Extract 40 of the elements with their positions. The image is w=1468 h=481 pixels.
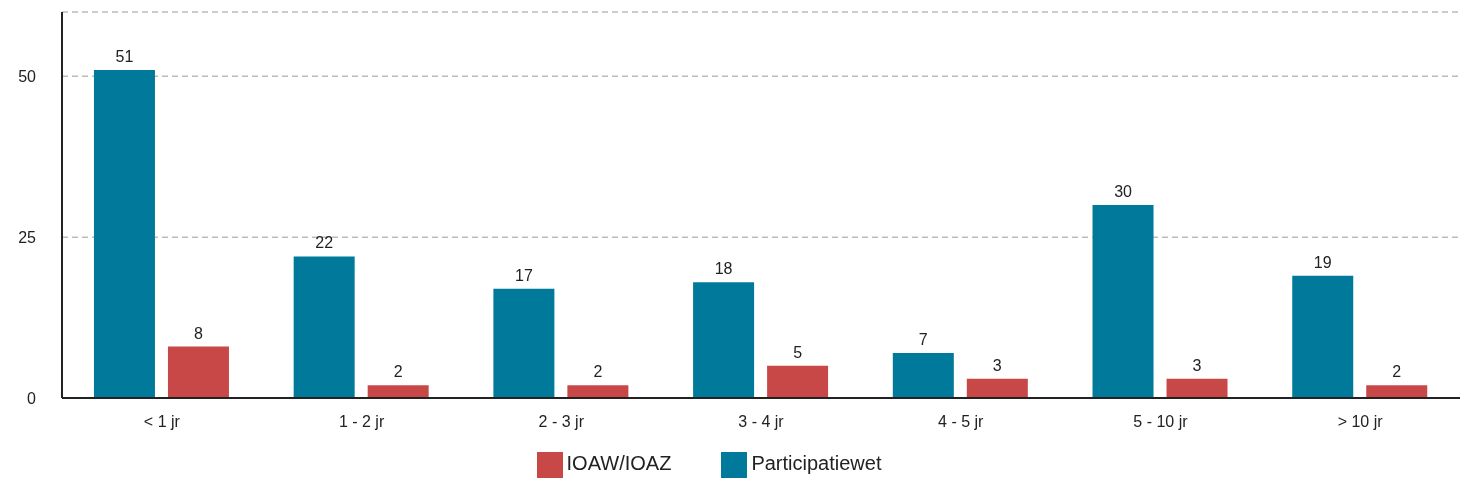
y-tick-label: 50 [18, 68, 37, 86]
data-label: 17 [514, 266, 533, 284]
data-label: 7 [918, 330, 928, 348]
bar [1166, 378, 1228, 398]
bar [1292, 275, 1354, 398]
data-label: 2 [593, 363, 603, 381]
data-label: 2 [393, 363, 403, 381]
bar [367, 385, 429, 398]
x-tick-label: 3 - 4 jr [738, 413, 785, 431]
x-tick-label: 5 - 10 jr [1133, 413, 1189, 431]
bar [567, 385, 629, 398]
bar [493, 288, 555, 398]
data-label: 19 [1313, 253, 1332, 271]
bar [966, 378, 1028, 398]
x-tick-label: 2 - 3 jr [538, 413, 585, 431]
data-label: 51 [115, 47, 134, 65]
legend-label: IOAW/IOAZ [566, 452, 672, 475]
bar [1092, 205, 1154, 398]
data-label: 8 [194, 324, 203, 342]
x-tick-label: 4 - 5 jr [938, 413, 985, 431]
y-tick-label: 0 [27, 389, 37, 407]
bar [167, 346, 229, 398]
x-tick-label: < 1 jr [143, 413, 181, 431]
data-label: 18 [714, 260, 733, 278]
x-tick-label: > 10 jr [1337, 413, 1384, 431]
data-label: 22 [315, 234, 334, 252]
bar [1366, 385, 1428, 398]
bar [767, 365, 829, 398]
data-label: 3 [992, 356, 1002, 374]
y-tick-label: 25 [18, 228, 37, 246]
data-label: 5 [793, 343, 803, 361]
data-label: 2 [1392, 363, 1402, 381]
bar [693, 282, 755, 398]
bar [293, 256, 355, 398]
bar [93, 69, 155, 398]
data-label: 3 [1192, 356, 1202, 374]
bar [892, 352, 954, 398]
legend-label: Participatiewet [751, 452, 882, 475]
data-label: 30 [1114, 183, 1133, 200]
x-tick-label: 1 - 2 jr [338, 413, 385, 431]
